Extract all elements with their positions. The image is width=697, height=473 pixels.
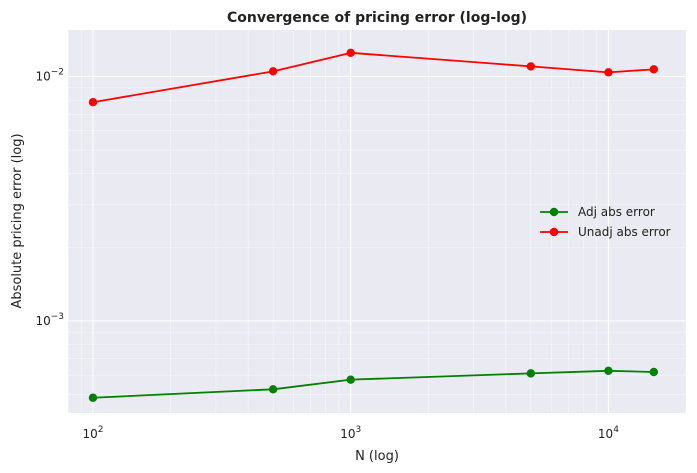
data-point-series-2 xyxy=(268,67,278,76)
plot-background xyxy=(68,30,686,413)
legend: Adj abs error Unadj abs error xyxy=(540,205,671,239)
series-line-1 xyxy=(92,369,654,399)
legend-label: Adj abs error xyxy=(578,205,655,219)
legend-marker xyxy=(549,207,559,217)
legend-label: Unadj abs error xyxy=(578,225,671,239)
data-point-series-2 xyxy=(346,48,355,58)
data-point-series-2 xyxy=(88,98,98,107)
y-axis-label: Absolute pricing error (log) xyxy=(10,133,25,308)
x-tick-label: 102 xyxy=(82,425,103,441)
legend-marker xyxy=(549,227,559,237)
data-point-series-2 xyxy=(649,65,659,74)
series-layer xyxy=(88,48,659,402)
data-point-series-2 xyxy=(526,62,536,71)
data-point-series-1 xyxy=(346,375,355,384)
y-tick-label: 10−2 xyxy=(35,68,64,84)
data-point-series-1 xyxy=(604,366,613,376)
series-line-2 xyxy=(92,51,654,104)
y-tick-label: 10−3 xyxy=(35,312,64,328)
x-tick-label: 104 xyxy=(598,425,619,441)
x-tick-label: 103 xyxy=(340,425,361,441)
data-point-series-1 xyxy=(88,393,98,402)
data-point-series-1 xyxy=(268,385,278,394)
data-point-series-2 xyxy=(604,68,613,77)
tick-layer: 102 103 104 10−3 10−2 xyxy=(35,68,619,441)
grid xyxy=(67,30,687,413)
data-point-series-1 xyxy=(526,369,536,378)
chart-title: Convergence of pricing error (log-log) xyxy=(227,10,527,26)
data-point-series-1 xyxy=(649,367,659,377)
x-axis-label: N (log) xyxy=(355,449,399,464)
